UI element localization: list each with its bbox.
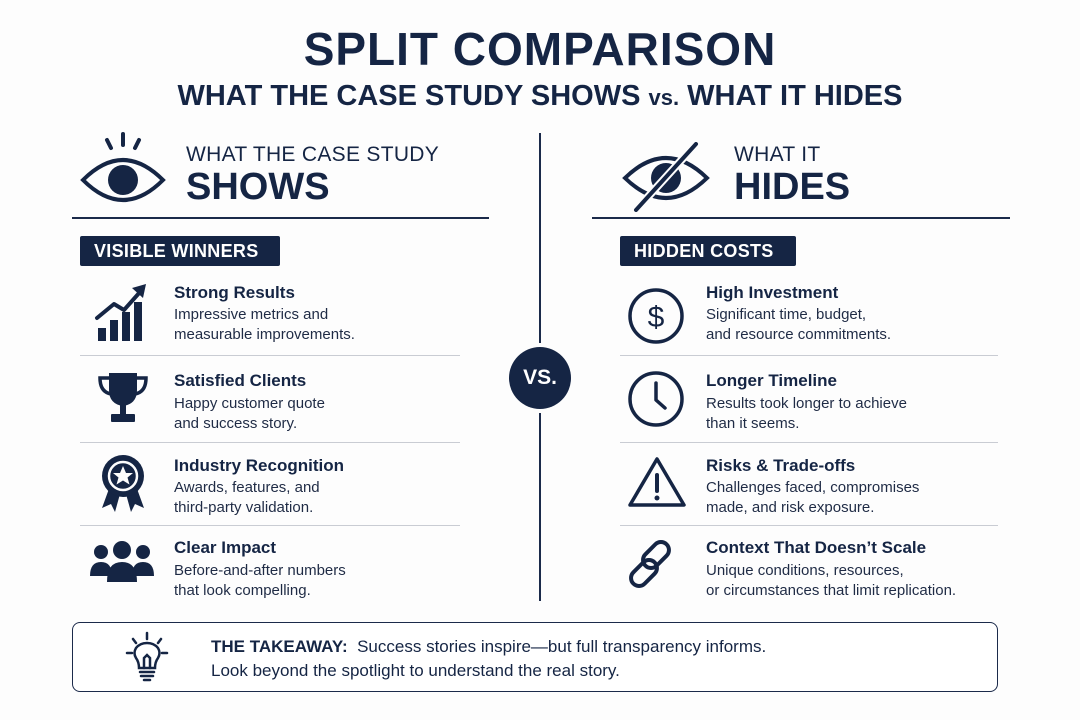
left-badge: VISIBLE WINNERS [80, 236, 280, 266]
left-item-desc: measurable improvements. [174, 326, 355, 343]
left-item-desc: Before-and-after numbers [174, 562, 346, 579]
eye-icon [80, 132, 166, 213]
left-item-desc: Happy customer quote [174, 395, 325, 412]
left-item-title: Industry Recognition [174, 456, 344, 475]
takeaway-box: THE TAKEAWAY: Success stories inspire—bu… [72, 622, 998, 692]
right-item-desc: Unique conditions, resources, [706, 562, 904, 579]
lightbulb-icon [125, 631, 169, 690]
left-item-rule [80, 442, 460, 443]
right-item-desc: Results took longer to achieve [706, 395, 907, 412]
left-item-desc: that look compelling. [174, 582, 311, 599]
left-item-desc: and success story. [174, 415, 298, 432]
left-item-rule [80, 525, 460, 526]
right-item-desc: Significant time, budget, [706, 306, 867, 323]
award-ribbon-icon [98, 452, 148, 519]
trophy-icon [96, 370, 150, 431]
right-head-rule [592, 217, 1010, 219]
left-head-big: SHOWS [186, 166, 330, 208]
right-item-desc: or circumstances that limit replication. [706, 582, 957, 599]
left-head-rule [72, 217, 489, 219]
takeaway-text-1: Success stories inspire—but full transpa… [357, 637, 767, 656]
left-head-small: WHAT THE CASE STUDY [186, 143, 440, 166]
takeaway-label: THE TAKEAWAY: [211, 637, 348, 656]
right-item-title: Longer Timeline [706, 371, 837, 390]
right-item-desc: made, and risk exposure. [706, 499, 875, 516]
right-item-rule [620, 355, 998, 356]
right-item-desc: than it seems. [706, 415, 800, 432]
right-badge: HIDDEN COSTS [620, 236, 796, 266]
subtitle-left: WHAT THE CASE STUDY SHOWS [177, 80, 641, 112]
right-item-rule [620, 525, 998, 526]
left-item-desc: third-party validation. [174, 499, 314, 516]
left-item-rule [80, 355, 460, 356]
eye-slash-icon [622, 140, 710, 217]
chain-link-icon [624, 536, 680, 597]
right-item-title: High Investment [706, 283, 839, 302]
subtitle-vs: vs. [648, 85, 680, 110]
subtitle-right: WHAT IT HIDES [687, 80, 903, 112]
warning-triangle-icon [627, 455, 687, 514]
page-title: SPLIT COMPARISON [303, 23, 777, 75]
left-item-title: Strong Results [174, 283, 295, 302]
center-divider-top [539, 133, 541, 343]
center-divider-bottom [539, 413, 541, 601]
left-item-desc: Awards, features, and [174, 479, 320, 496]
dollar-circle-icon: $ [627, 287, 685, 350]
right-head-small: WHAT IT [734, 143, 821, 166]
right-item-title: Context That Doesn’t Scale [706, 538, 927, 557]
left-item-title: Satisfied Clients [174, 371, 307, 390]
right-head-big: HIDES [734, 166, 851, 208]
people-group-icon [89, 540, 155, 589]
svg-text:$: $ [648, 301, 665, 334]
right-item-title: Risks & Trade-offs [706, 456, 856, 475]
chart-growth-icon [94, 280, 150, 349]
takeaway-line-1: THE TAKEAWAY: Success stories inspire—bu… [211, 637, 766, 657]
clock-icon [627, 370, 685, 433]
vs-badge: VS. [509, 347, 571, 409]
right-item-desc: Challenges faced, compromises [706, 479, 920, 496]
right-item-rule [620, 442, 998, 443]
left-item-title: Clear Impact [174, 538, 277, 557]
left-item-desc: Impressive metrics and [174, 306, 329, 323]
takeaway-line-2: Look beyond the spotlight to understand … [211, 661, 620, 680]
right-item-desc: and resource commitments. [706, 326, 892, 343]
page-subtitle: WHAT THE CASE STUDY SHOWS vs. WHAT IT HI… [0, 80, 1080, 113]
